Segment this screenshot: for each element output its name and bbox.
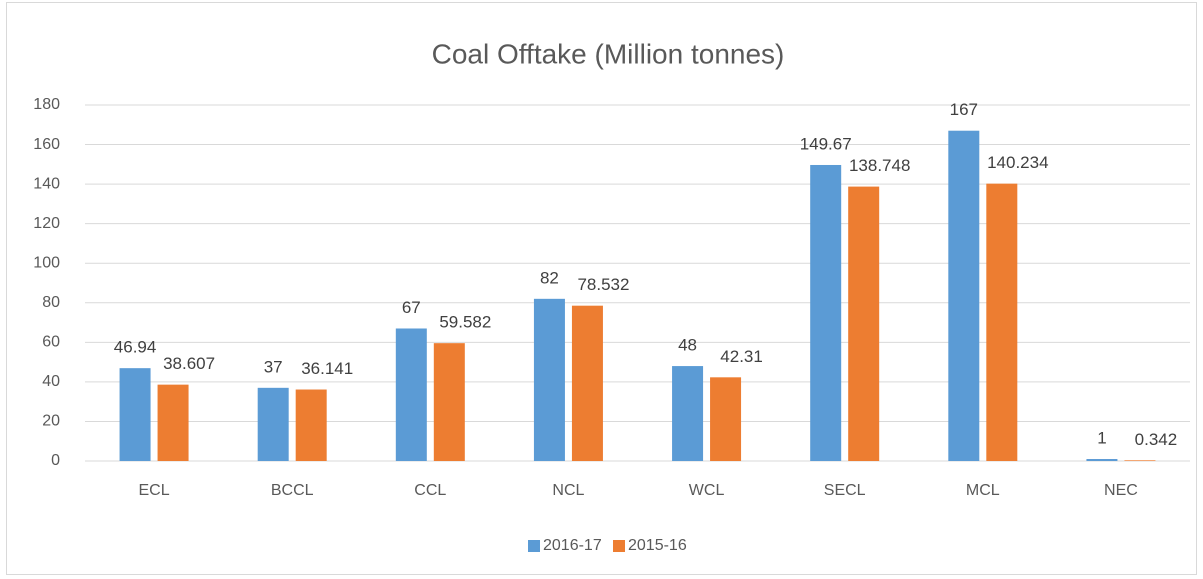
- data-label: 82: [540, 268, 559, 287]
- y-tick-label: 80: [42, 294, 60, 311]
- data-label: 59.582: [439, 313, 491, 332]
- bar: [710, 377, 742, 461]
- data-label: 149.67: [800, 134, 852, 153]
- bar: [395, 328, 427, 461]
- y-tick-label: 100: [33, 254, 60, 271]
- y-tick-label: 140: [33, 175, 60, 192]
- data-label: 140.234: [987, 153, 1048, 172]
- data-label: 48: [678, 336, 697, 355]
- bar: [533, 298, 565, 461]
- x-tick-label: WCL: [689, 482, 725, 499]
- data-label: 0.342: [1135, 430, 1178, 449]
- y-tick-label: 60: [42, 334, 60, 351]
- legend-swatch: [613, 540, 625, 552]
- x-tick-label: MCL: [966, 482, 1000, 499]
- data-label: 46.94: [114, 338, 157, 357]
- y-tick-label: 40: [42, 373, 60, 390]
- chart-title: Coal Offtake (Million tonnes): [432, 38, 785, 69]
- y-tick-label: 120: [33, 215, 60, 232]
- data-label: 36.141: [301, 359, 353, 378]
- bar: [119, 368, 151, 461]
- data-label: 42.31: [720, 347, 763, 366]
- bar: [1124, 460, 1156, 461]
- data-label: 167: [950, 100, 978, 119]
- bar: [986, 183, 1018, 461]
- bar: [295, 389, 327, 461]
- bar: [948, 130, 980, 461]
- bar: [848, 186, 880, 462]
- legend-label: 2016-17: [543, 537, 602, 554]
- legend-swatch: [528, 540, 540, 552]
- bar: [257, 387, 289, 461]
- x-tick-label: ECL: [139, 482, 170, 499]
- bar: [433, 343, 465, 461]
- x-tick-label: NCL: [552, 482, 584, 499]
- legend-label: 2015-16: [628, 537, 687, 554]
- y-tick-label: 20: [42, 413, 60, 430]
- bar: [571, 305, 603, 461]
- data-label: 78.532: [577, 275, 629, 294]
- x-tick-label: BCCL: [271, 482, 314, 499]
- bar: [810, 164, 842, 461]
- x-tick-label: NEC: [1104, 482, 1138, 499]
- bar: [157, 384, 189, 461]
- data-label: 37: [264, 357, 283, 376]
- y-tick-label: 160: [33, 136, 60, 153]
- data-label: 67: [402, 298, 421, 317]
- x-tick-label: SECL: [824, 482, 866, 499]
- data-label: 1: [1097, 429, 1106, 448]
- data-label: 38.607: [163, 354, 215, 373]
- data-label: 138.748: [849, 156, 910, 175]
- y-tick-label: 180: [33, 96, 60, 113]
- y-tick-label: 0: [51, 452, 60, 469]
- bar: [1086, 459, 1118, 461]
- x-tick-label: CCL: [414, 482, 446, 499]
- bar: [672, 366, 704, 461]
